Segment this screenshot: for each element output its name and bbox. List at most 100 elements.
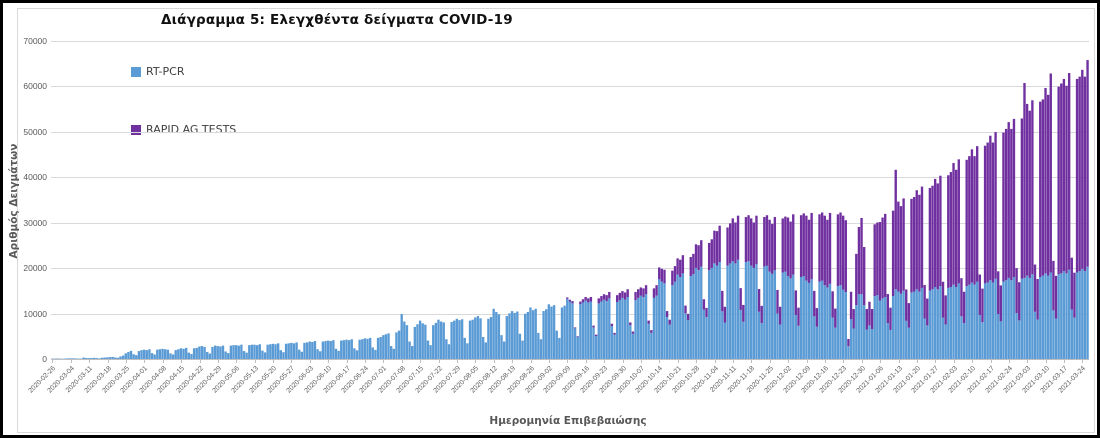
bar-rt-pcr — [1044, 273, 1047, 359]
bar-rt-pcr — [508, 313, 511, 359]
bar-rt-pcr — [334, 348, 338, 359]
bar-rt-pcr — [347, 340, 351, 359]
bar-rapid-ag — [568, 299, 572, 302]
bar-rt-pcr — [416, 324, 419, 359]
bar-rt-pcr — [679, 277, 682, 359]
bar-rt-pcr — [989, 280, 992, 359]
bar-rt-pcr — [552, 305, 556, 359]
bar-rt-pcr — [124, 353, 127, 359]
bar-rt-pcr — [287, 343, 290, 359]
bar-rt-pcr — [516, 311, 519, 359]
bar-rapid-ag — [884, 213, 887, 297]
bar-rapid-ag — [694, 244, 698, 268]
bar-rt-pcr — [284, 343, 288, 359]
bar-rt-pcr — [757, 311, 761, 359]
bar-rapid-ag — [794, 290, 798, 315]
bar-rt-pcr — [240, 344, 243, 359]
bar-rapid-ag — [1075, 78, 1079, 273]
bar-rapid-ag — [673, 266, 677, 282]
x-tick-mark — [1027, 360, 1029, 363]
bar-rapid-ag — [700, 240, 703, 267]
bar-rapid-ag — [658, 267, 661, 280]
bar-rapid-ag — [920, 186, 924, 288]
bar-rt-pcr — [671, 285, 674, 359]
bar-rapid-ag — [965, 159, 968, 287]
bar-rt-pcr — [721, 311, 724, 359]
bar-rt-pcr — [857, 294, 861, 359]
gridline-70000 — [51, 41, 1089, 42]
bar-rt-pcr — [460, 319, 464, 359]
bar-rt-pcr — [768, 271, 771, 359]
x-tick-mark — [843, 360, 845, 363]
bar-rapid-ag — [1046, 94, 1050, 276]
bar-rapid-ag — [839, 212, 842, 286]
bar-rt-pcr — [300, 351, 304, 359]
bar-rt-pcr — [1065, 273, 1068, 359]
bar-rapid-ag — [705, 307, 708, 317]
bar-rapid-ag — [918, 194, 921, 292]
bar-rapid-ag — [941, 281, 945, 318]
bar-rt-pcr — [93, 357, 96, 359]
bar-rt-pcr — [807, 282, 811, 359]
x-tick-mark — [935, 360, 937, 363]
bar-rt-pcr — [810, 279, 813, 359]
bar-rapid-ag — [1015, 268, 1018, 314]
bar-rt-pcr — [400, 314, 403, 359]
bar-rt-pcr — [920, 287, 924, 359]
bar-rt-pcr — [198, 346, 201, 359]
bar-rapid-ag — [1065, 85, 1068, 274]
bar-rapid-ag — [668, 319, 671, 325]
bar-rapid-ag — [897, 201, 900, 292]
bar-rt-pcr — [629, 325, 632, 359]
x-tick-mark — [346, 360, 348, 363]
bar-rt-pcr — [437, 319, 440, 359]
bar-rapid-ag — [844, 220, 847, 292]
bar-rt-pcr — [828, 283, 832, 359]
bar-rt-pcr — [939, 286, 942, 359]
bar-rt-pcr — [610, 326, 614, 359]
bar-rapid-ag — [650, 330, 653, 333]
legend-label-rt-pcr: RT-PCR — [146, 65, 185, 78]
bar-rapid-ag — [715, 231, 719, 266]
bar-rt-pcr — [119, 356, 122, 359]
bar-rt-pcr — [329, 341, 332, 359]
bar-rt-pcr — [308, 341, 311, 359]
bar-rapid-ag — [702, 299, 706, 310]
bar-rt-pcr — [326, 340, 330, 359]
bar-rt-pcr — [135, 355, 138, 359]
bar-rapid-ag — [781, 218, 784, 273]
bar-rapid-ag — [707, 242, 711, 271]
bar-rt-pcr — [271, 343, 275, 359]
bar-rt-pcr — [978, 314, 981, 359]
bar-rt-pcr — [476, 316, 480, 359]
bar-rapid-ag — [1041, 99, 1045, 276]
bar-rt-pcr — [95, 358, 99, 359]
bar-rt-pcr — [894, 289, 897, 359]
bar-rapid-ag — [644, 285, 648, 295]
bar-rt-pcr — [976, 281, 979, 359]
x-tick-mark — [530, 360, 532, 363]
bar-rt-pcr — [742, 321, 745, 359]
bar-rapid-ag — [952, 162, 955, 285]
bar-rt-pcr — [114, 357, 117, 359]
bar-rt-pcr — [502, 341, 506, 359]
bar-rapid-ag — [663, 269, 666, 284]
x-tick-mark — [714, 360, 716, 363]
bar-rt-pcr — [450, 321, 453, 359]
bar-rt-pcr — [999, 321, 1003, 359]
x-tick-mark — [990, 360, 992, 363]
bar-rt-pcr — [960, 316, 963, 359]
bar-rapid-ag — [621, 291, 624, 298]
bar-rt-pcr — [734, 263, 737, 359]
bar-rt-pcr — [87, 358, 91, 359]
bar-rt-pcr — [242, 351, 246, 359]
x-tick-mark — [1008, 360, 1010, 363]
bar-rapid-ag — [1086, 60, 1089, 267]
bar-rapid-ag — [810, 212, 813, 280]
bar-rt-pcr — [426, 340, 430, 359]
bar-rapid-ag — [915, 190, 918, 290]
bar-rt-pcr — [962, 323, 966, 359]
bar-rt-pcr — [1049, 272, 1052, 359]
bar-rt-pcr — [129, 350, 133, 359]
